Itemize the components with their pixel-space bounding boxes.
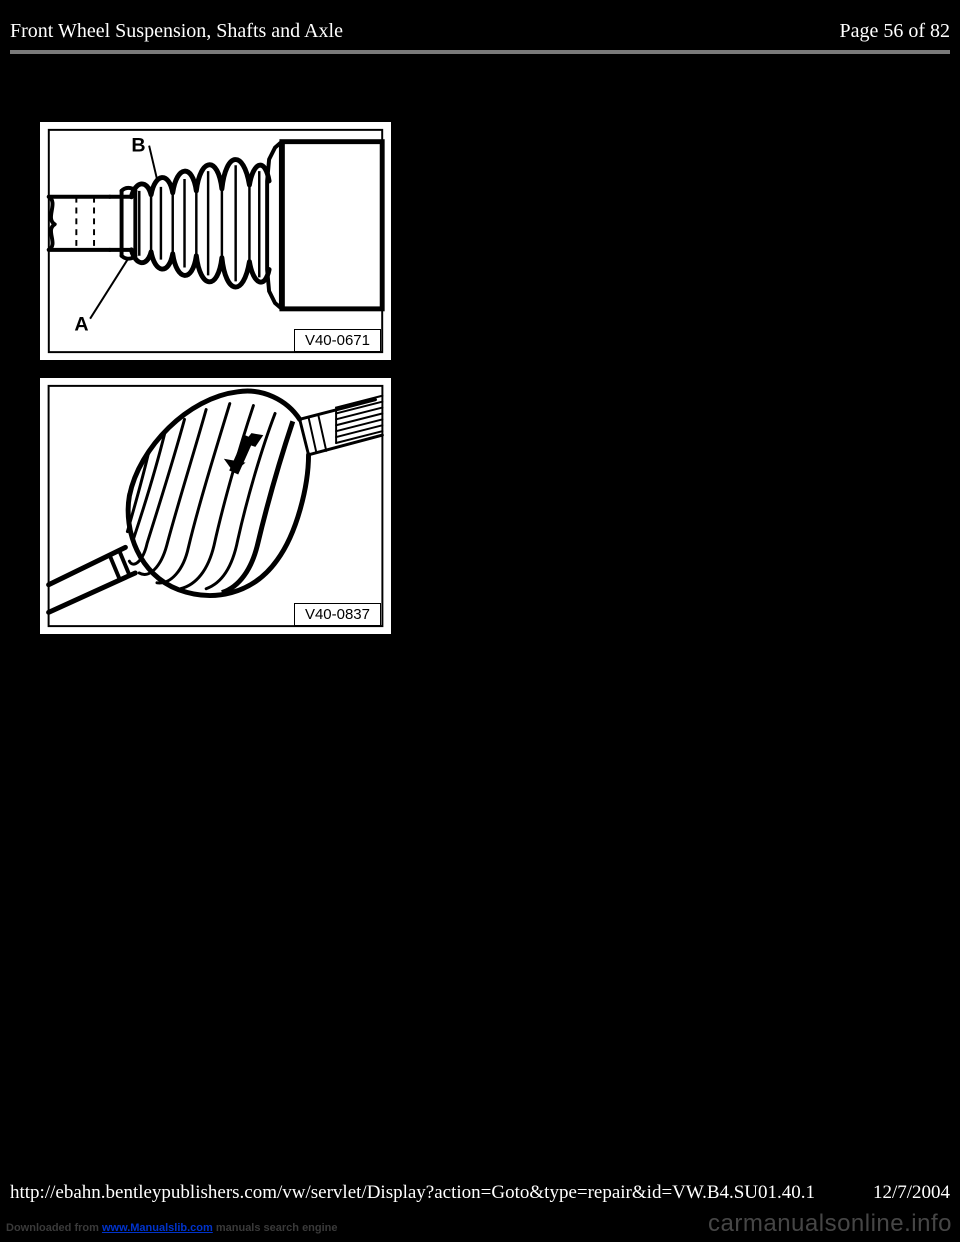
download-prefix: Downloaded from (6, 1222, 102, 1234)
text-column (393, 120, 930, 636)
figure-cv-boot-inner: B A V40-0671 (38, 120, 393, 362)
downloaded-from: Downloaded from www.Manualslib.com manua… (6, 1222, 338, 1234)
download-suffix: manuals search engine (213, 1222, 338, 1234)
label-b: B (131, 135, 145, 157)
label-a: A (74, 313, 88, 335)
header-title: Front Wheel Suspension, Shafts and Axle (10, 20, 343, 43)
left-arrow-icon (415, 122, 437, 140)
left-arrow-icon (415, 398, 437, 416)
text-row-2 (415, 396, 930, 416)
watermark: carmanualsonline.info (708, 1210, 952, 1238)
figure-2-caption: V40-0837 (294, 603, 381, 626)
text-row-1 (415, 120, 930, 140)
download-link[interactable]: www.Manualslib.com (102, 1222, 213, 1234)
page: Front Wheel Suspension, Shafts and Axle … (0, 0, 960, 1242)
page-header: Front Wheel Suspension, Shafts and Axle … (10, 20, 950, 43)
footer-url: http://ebahn.bentleypublishers.com/vw/se… (10, 1182, 815, 1204)
figure-column: B A V40-0671 (38, 120, 393, 636)
figure-1-caption: V40-0671 (294, 329, 381, 352)
figure-1-svg: B A (40, 122, 391, 360)
page-footer: http://ebahn.bentleypublishers.com/vw/se… (10, 1182, 950, 1204)
content-area: B A V40-0671 (38, 120, 930, 636)
header-page: Page 56 of 82 (839, 20, 950, 43)
figure-cv-boot-outer: V40-0837 (38, 376, 393, 636)
footer-date: 12/7/2004 (873, 1182, 950, 1204)
figure-2-svg (40, 378, 391, 634)
header-rule (10, 50, 950, 54)
